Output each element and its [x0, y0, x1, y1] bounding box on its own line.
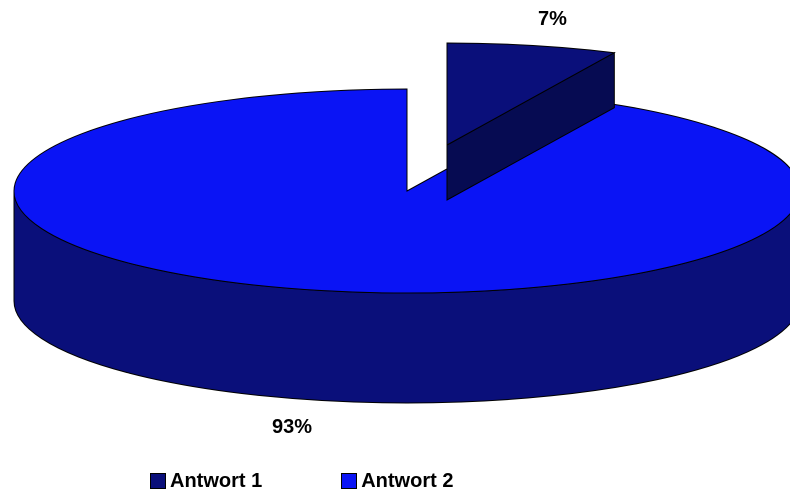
pie-slice-antwort-2: [13, 88, 790, 294]
data-label-antwort-2: 93%: [272, 416, 313, 438]
legend-item-antwort-1: Antwort 1: [150, 470, 262, 493]
legend: Antwort 1 Antwort 2: [150, 470, 453, 493]
data-label-antwort-1: 7%: [538, 8, 567, 30]
legend-label-antwort-1: Antwort 1: [170, 469, 263, 492]
legend-swatch-antwort-2: [341, 473, 358, 489]
legend-item-antwort-2: Antwort 2: [341, 470, 453, 493]
legend-swatch-antwort-1: [150, 473, 166, 489]
pie-slice-antwort-1: [446, 42, 616, 146]
legend-label-antwort-2: Antwort 2: [361, 469, 454, 492]
